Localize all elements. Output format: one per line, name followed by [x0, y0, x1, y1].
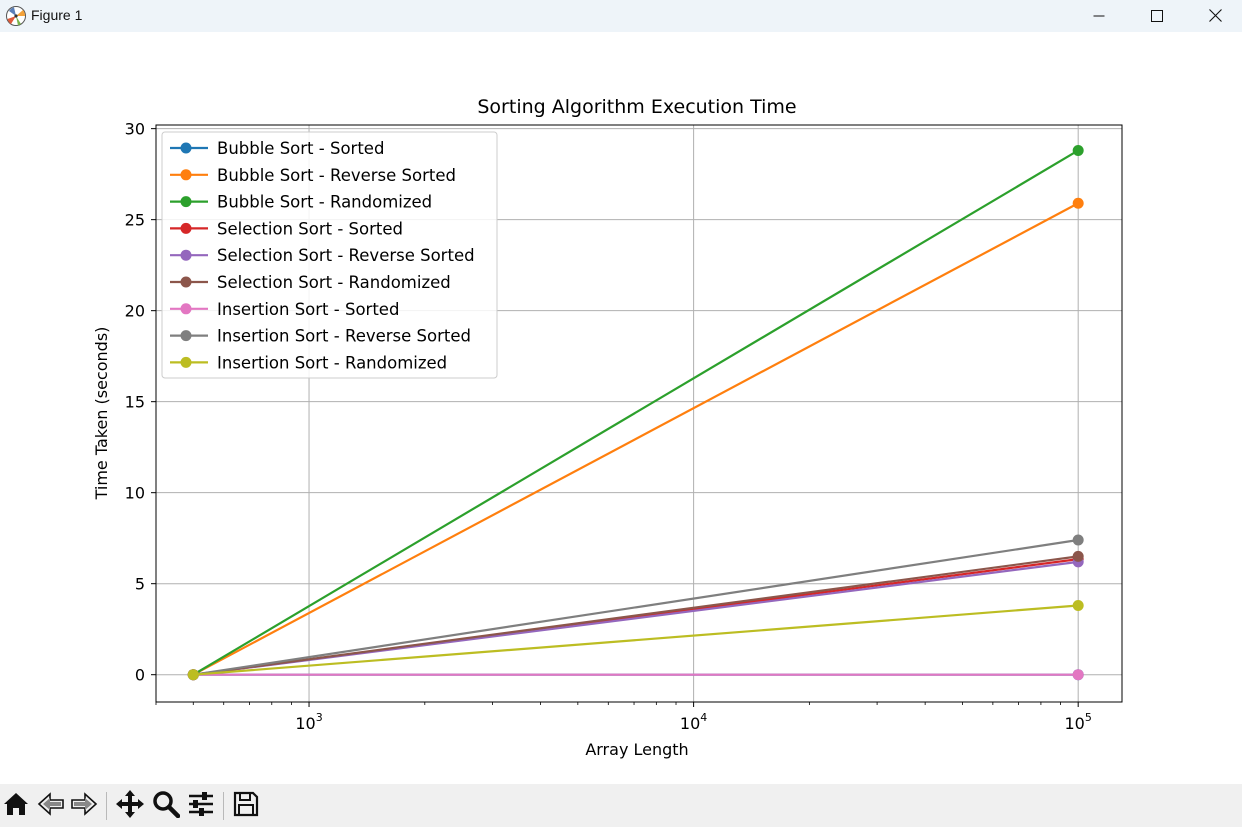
series-layer: [187, 144, 1084, 681]
configure-subplots-icon: [187, 790, 215, 822]
data-point: [1072, 550, 1084, 562]
plot-area-frame: [155, 124, 1123, 703]
y-tick-label: 25: [125, 211, 145, 230]
close-button[interactable]: [1186, 0, 1242, 32]
data-point: [187, 669, 199, 681]
save-button[interactable]: [230, 790, 262, 822]
back-button[interactable]: [35, 790, 67, 822]
x-tick-base: 10: [295, 714, 315, 733]
legend-box: [161, 131, 498, 379]
legend: Bubble Sort - Sorted Bubble Sort - Revers…: [161, 131, 498, 379]
legend-marker-4: [180, 222, 192, 234]
matplotlib-logo-icon: [5, 5, 27, 27]
forward-button[interactable]: [68, 790, 100, 822]
legend-label-8: Insertion Sort - Reverse Sorted: [217, 327, 471, 346]
x-tick-exponent: 3: [316, 711, 323, 724]
zoom-button[interactable]: [150, 790, 182, 822]
legend-label-1: Bubble Sort - Sorted: [217, 139, 384, 158]
y-tick-label: 30: [125, 120, 145, 139]
pan-move-icon: [115, 789, 145, 823]
legend-marker-3: [180, 196, 192, 208]
legend-label-6: Selection Sort - Randomized: [217, 273, 451, 292]
legend-marker-2: [180, 169, 192, 181]
home-icon: [2, 790, 30, 822]
y-axis-label: Time Taken (seconds): [92, 327, 111, 501]
data-point: [1072, 534, 1084, 546]
y-tick-label: 10: [125, 484, 145, 503]
legend-marker-9: [180, 356, 192, 368]
navigation-toolbar: [0, 784, 1242, 827]
x-tick-exponent: 4: [700, 711, 707, 724]
legend-label-7: Insertion Sort - Sorted: [217, 300, 399, 319]
back-arrow-icon: [37, 790, 65, 822]
legend-marker-5: [180, 249, 192, 261]
data-point: [1072, 197, 1084, 209]
x-tick-label: 103: [295, 711, 322, 733]
close-icon: [1208, 7, 1222, 26]
legend-label-5: Selection Sort - Reverse Sorted: [217, 246, 475, 265]
x-tick-label: 104: [680, 711, 707, 733]
configure-subplots-button[interactable]: [185, 790, 217, 822]
x-tick-exponent: 5: [1085, 711, 1092, 724]
y-tick-label: 15: [125, 393, 145, 412]
x-tick-base: 10: [680, 714, 700, 733]
window-title: Figure 1: [31, 7, 83, 23]
y-tick-label: 0: [135, 666, 145, 685]
data-point: [1072, 669, 1084, 681]
toolbar-separator: [223, 792, 224, 820]
legend-label-9: Insertion Sort - Randomized: [217, 353, 447, 372]
series-line-2: [192, 202, 1079, 676]
zoom-magnifier-icon: [152, 790, 181, 822]
legend-marker-7: [180, 303, 192, 315]
data-point: [1072, 144, 1084, 156]
maximize-button[interactable]: [1128, 0, 1186, 32]
pan-button[interactable]: [114, 790, 146, 822]
chart-title: Sorting Algorithm Execution Time: [477, 96, 796, 118]
x-tick-label: 105: [1065, 711, 1092, 733]
x-tick-base: 10: [1065, 714, 1085, 733]
legend-label-4: Selection Sort - Sorted: [217, 219, 403, 238]
legend-label-3: Bubble Sort - Randomized: [217, 193, 432, 212]
forward-arrow-icon: [70, 790, 98, 822]
legend-marker-8: [180, 330, 192, 342]
x-axis-label: Array Length: [585, 740, 688, 759]
legend-marker-1: [180, 142, 192, 154]
save-floppy-icon: [232, 790, 260, 822]
minimize-button[interactable]: [1070, 0, 1128, 32]
series-line-8: [193, 538, 1079, 676]
home-button[interactable]: [0, 790, 32, 822]
maximize-icon: [1151, 7, 1163, 26]
y-tick-label: 5: [135, 575, 145, 594]
toolbar-separator: [106, 792, 107, 820]
legend-marker-6: [180, 276, 192, 288]
series-line-9: [193, 604, 1079, 676]
minimize-icon: [1093, 7, 1105, 26]
window-titlebar: Figure 1: [0, 0, 1242, 32]
y-tick-label: 20: [125, 302, 145, 321]
legend-label-2: Bubble Sort - Reverse Sorted: [217, 166, 456, 185]
series-line-3: [192, 149, 1079, 676]
figure-canvas: 0 5 10 15 20 25 30 103 104 105 Sorting Algorithm …: [0, 32, 1242, 784]
data-point: [1072, 600, 1084, 612]
series-line-6: [193, 555, 1079, 676]
